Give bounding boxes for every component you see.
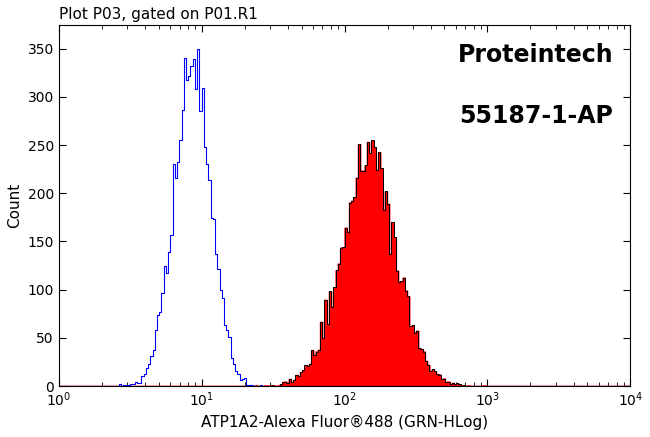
Y-axis label: Count: Count bbox=[7, 183, 22, 228]
X-axis label: ATP1A2-Alexa Fluor®488 (GRN-HLog): ATP1A2-Alexa Fluor®488 (GRN-HLog) bbox=[201, 415, 488, 430]
Text: 55187-1-AP: 55187-1-AP bbox=[460, 104, 613, 128]
Text: Plot P03, gated on P01.R1: Plot P03, gated on P01.R1 bbox=[58, 7, 257, 22]
Text: Proteintech: Proteintech bbox=[458, 42, 613, 66]
